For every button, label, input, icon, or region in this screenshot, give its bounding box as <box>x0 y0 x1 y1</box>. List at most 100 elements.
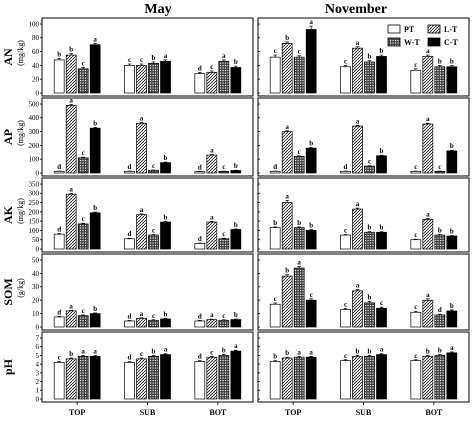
bar-w-t-bot <box>218 355 230 400</box>
bar-c-t-sub <box>160 354 171 400</box>
significance-letter: c <box>152 162 155 170</box>
bar-l-t-bot <box>422 355 434 400</box>
significance-letter: b <box>309 139 313 147</box>
bar-l-t-bot <box>206 71 218 94</box>
bar-pt-top <box>53 170 65 174</box>
significance-letter: a <box>285 123 289 131</box>
bar-l-t-sub <box>352 125 363 174</box>
bar-w-t-bot <box>434 234 446 250</box>
bar-pt-top <box>53 59 65 94</box>
y-tick-label: 5 <box>36 352 40 360</box>
significance-letter: a <box>356 281 360 289</box>
bar-c-t-sub <box>160 318 171 328</box>
legend-label-l-t: L-T <box>444 25 458 34</box>
significance-letter: a <box>297 348 301 356</box>
panel-frame <box>257 177 470 253</box>
y-tick-label: 7 <box>36 334 40 342</box>
y-tick-label: 150 <box>29 218 40 226</box>
bar-pt-bot <box>194 73 206 94</box>
significance-letter: b <box>426 347 430 355</box>
bar-l-t-sub <box>136 317 147 328</box>
bar-pt-sub <box>124 320 135 328</box>
bar-w-t-sub <box>148 355 159 400</box>
bar-w-t-bot <box>218 60 230 94</box>
bar-w-t-top <box>293 56 305 94</box>
significance-letter: c <box>222 163 225 171</box>
significance-letter: b <box>69 46 73 54</box>
bar-l-t-top <box>65 105 77 174</box>
x-category-labels: TOP SUB BOT TOP SUB BOT <box>69 402 443 417</box>
legend-label-w-t: W-T <box>404 38 420 47</box>
significance-letter: c <box>344 57 347 65</box>
y-tick-label: 40 <box>32 62 40 70</box>
bar-pt-bot <box>410 239 422 250</box>
legend-swatch-pt <box>387 24 401 34</box>
bar-l-t-bot <box>206 319 218 328</box>
significance-letter: b <box>164 154 168 162</box>
significance-letter: b <box>285 34 289 42</box>
y-tick-label: 300 <box>29 190 40 198</box>
bar-pt-sub <box>124 65 135 94</box>
y-tick-label: 1 <box>36 387 40 395</box>
bar-l-t-sub <box>352 290 363 328</box>
bar-pt-sub <box>340 360 351 400</box>
bar-l-t-top <box>281 42 293 94</box>
bar-c-t-bot <box>446 235 458 250</box>
significance-letter: a <box>380 346 384 354</box>
significance-letter: c <box>344 301 347 309</box>
y-tick-label: 250 <box>29 199 40 207</box>
bar-c-t-top <box>305 29 317 94</box>
x-category-label-top: TOP <box>285 408 301 417</box>
significance-letter: b <box>93 119 97 127</box>
significance-letter: c <box>344 352 347 360</box>
significance-letter: d <box>57 163 61 171</box>
significance-letter: c <box>414 163 417 171</box>
bar-pt-top <box>269 170 281 174</box>
x-category-label-bot: BOT <box>209 408 227 417</box>
significance-letter: b <box>285 349 289 357</box>
y-tick-label: 50 <box>32 256 40 264</box>
bar-l-t-top <box>65 193 77 250</box>
significance-letter: b <box>438 57 442 65</box>
bar-pt-top <box>269 227 281 250</box>
legend: PT L-T W-T C-T <box>387 24 458 47</box>
significance-letter: c <box>152 312 155 320</box>
bar-pt-sub <box>340 66 351 94</box>
bar-l-t-sub <box>352 355 363 400</box>
panel-frame <box>41 17 254 97</box>
significance-letter: a <box>426 115 430 123</box>
significance-letter: c <box>82 307 85 315</box>
significance-letter: c <box>438 163 441 171</box>
significance-letter: a <box>426 211 430 219</box>
bar-l-t-top <box>281 202 293 250</box>
bar-c-t-top <box>89 44 101 94</box>
bar-l-t-bot <box>422 123 434 174</box>
bar-pt-top <box>53 362 65 400</box>
bar-l-t-bot <box>206 356 218 400</box>
bar-l-t-bot <box>422 218 434 250</box>
significance-letter: b <box>380 147 384 155</box>
x-category-label-bot: BOT <box>425 408 443 417</box>
significance-letter: a <box>140 114 144 122</box>
legend-swatch-w-t <box>387 37 401 47</box>
significance-letter: b <box>450 227 454 235</box>
significance-letter: b <box>234 311 238 319</box>
bar-l-t-top <box>281 357 293 400</box>
significance-letter: c <box>210 348 213 356</box>
y-tick-label: 300 <box>29 128 40 136</box>
significance-letter: a <box>309 18 313 26</box>
y-tick-label: 4 <box>36 361 40 369</box>
significance-letter: a <box>309 348 313 356</box>
bar-l-t-top <box>281 275 293 328</box>
x-category-label-sub: SUB <box>140 408 156 417</box>
significance-letter: a <box>234 342 238 350</box>
panel-unit-ak: (mg/kg) <box>16 198 25 224</box>
bar-c-t-top <box>305 299 317 328</box>
y-tick-label: 100 <box>29 227 40 235</box>
bar-pt-bot <box>194 361 206 400</box>
bar-c-t-sub <box>160 221 171 250</box>
significance-letter: d <box>128 312 132 320</box>
